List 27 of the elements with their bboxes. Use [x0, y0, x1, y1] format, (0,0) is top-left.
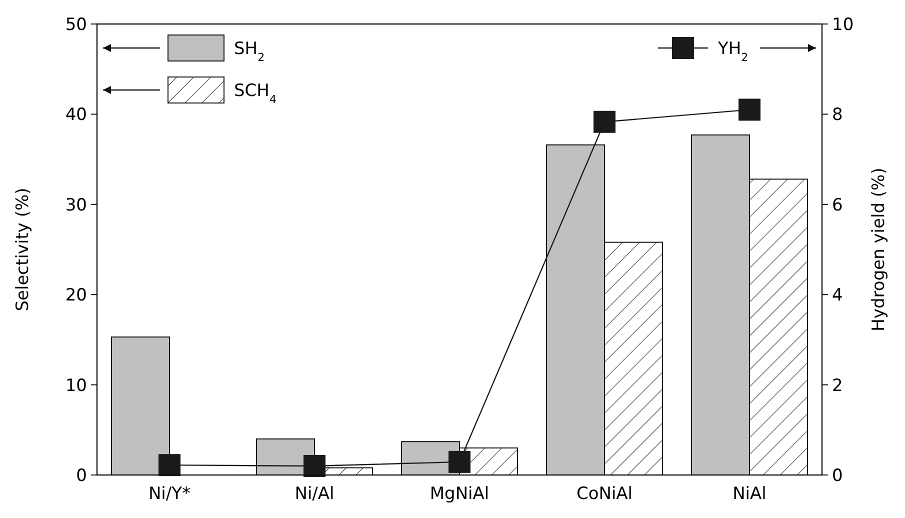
- x-tick-label: Ni/Al: [294, 484, 334, 504]
- point: [158, 454, 180, 476]
- y2-tick-label: 10: [832, 14, 854, 35]
- y-axis-title: Selectivity (%): [13, 188, 33, 312]
- y-tick-label: 50: [65, 14, 87, 35]
- y2-axis-title: Hydrogen yield (%): [869, 168, 889, 332]
- y2-tick-label: 4: [832, 286, 843, 306]
- legend-label: YH$_{2}$: [717, 39, 748, 64]
- y-tick-label: 20: [65, 286, 87, 306]
- legend-label: SH$_{2}$: [234, 39, 265, 64]
- y2-tick-label: 2: [832, 376, 843, 396]
- point: [448, 450, 470, 473]
- y2-tick-label: 6: [832, 195, 843, 216]
- point: [304, 454, 326, 477]
- x-tick-label: CoNiAl: [576, 484, 633, 504]
- y-tick-label: 10: [65, 376, 87, 396]
- y-tick-label: 40: [65, 105, 87, 126]
- y-tick-label: 0: [76, 466, 87, 486]
- x-tick-label: Ni/Y*: [148, 484, 191, 504]
- legend-label: SCH$_{4}$: [234, 81, 276, 106]
- point: [738, 98, 760, 121]
- y-tick-label: 30: [65, 195, 87, 216]
- y2-tick-label: 8: [832, 105, 843, 126]
- x-tick-label: MgNiAl: [430, 484, 490, 504]
- y2-tick-label: 0: [832, 466, 843, 486]
- point: [594, 110, 616, 133]
- x-tick-label: NiAl: [732, 484, 766, 504]
